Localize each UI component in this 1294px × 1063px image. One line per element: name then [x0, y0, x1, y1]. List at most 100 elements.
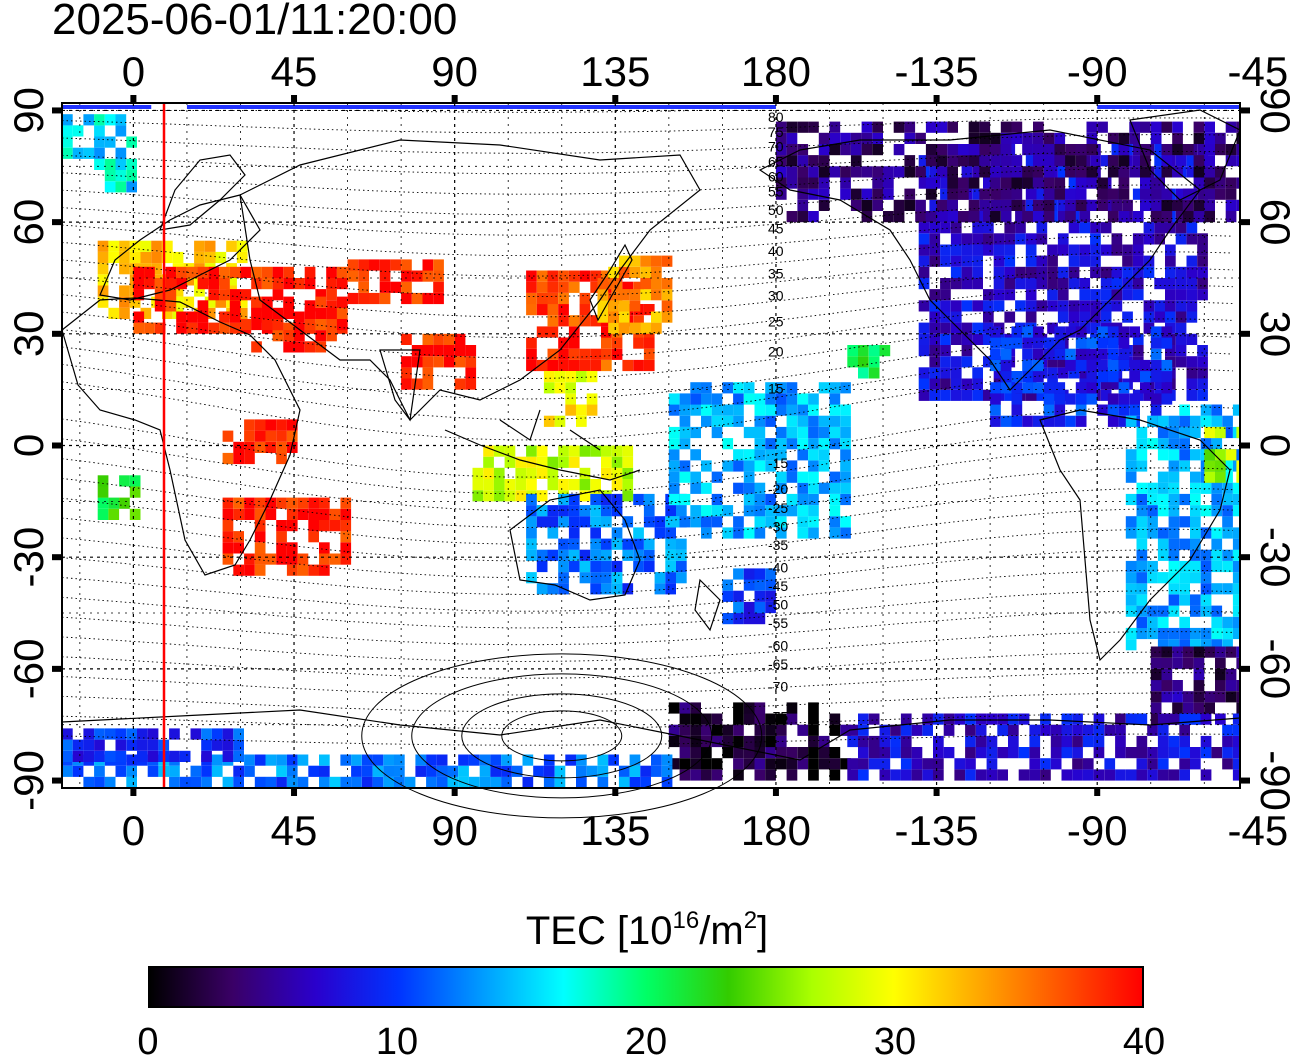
tec-cell	[1057, 233, 1069, 245]
coastlines	[61, 109, 1241, 761]
tec-cell	[1168, 493, 1180, 506]
x-label-bottom: 90	[431, 807, 478, 854]
tec-cell	[144, 266, 155, 278]
tec-cell	[515, 479, 527, 491]
tec-cell	[568, 527, 580, 539]
tec-cell	[1175, 333, 1187, 345]
tec-cell	[1143, 222, 1155, 234]
tec-cell	[62, 136, 73, 148]
tec-cell	[1072, 758, 1083, 770]
tec-cell	[1000, 359, 1012, 372]
tec-cell	[947, 211, 958, 223]
y-label-right: -60	[1252, 639, 1294, 700]
tec-cell	[1136, 747, 1148, 759]
tec-cell	[940, 356, 951, 368]
tec-cell	[1100, 300, 1112, 312]
tec-cell	[1161, 680, 1173, 692]
tec-cell	[1136, 505, 1148, 517]
tec-cell	[1157, 747, 1169, 759]
tec-cell	[690, 393, 701, 405]
contour-label: 35	[768, 265, 784, 281]
tec-cell	[1132, 333, 1144, 345]
colorbar-tick-label: 30	[873, 1021, 917, 1063]
tec-cell	[554, 415, 566, 427]
tec-cell	[1147, 516, 1158, 528]
tec-cell	[1215, 646, 1226, 658]
tec-cell	[72, 739, 84, 751]
tec-cell	[879, 735, 891, 748]
tec-cell	[1161, 393, 1173, 405]
tec-cell	[133, 266, 145, 278]
tec-cell	[1011, 415, 1023, 427]
tec-cell	[1068, 266, 1080, 278]
tec-cell	[197, 311, 209, 323]
tec-cell	[690, 735, 701, 748]
tec-cell	[786, 393, 798, 405]
tec-cell	[372, 754, 384, 766]
tec-cell	[1157, 538, 1169, 550]
tec-cell	[1236, 691, 1240, 703]
y-label-left: 90	[5, 87, 52, 134]
tec-cell	[1000, 199, 1012, 211]
tec-cell	[315, 341, 327, 353]
tec-cell	[590, 281, 601, 293]
tec-cell	[868, 367, 880, 379]
tec-cell	[1033, 121, 1044, 133]
tec-cell	[629, 255, 641, 267]
tec-cell	[829, 132, 841, 144]
y-label-right: 60	[1252, 199, 1294, 246]
tec-cell	[883, 211, 894, 223]
tec-cell	[1157, 724, 1169, 736]
tec-cell	[1033, 199, 1044, 211]
tec-cell	[1197, 356, 1208, 368]
tec-cell	[890, 747, 901, 759]
tec-cell	[1008, 735, 1019, 748]
tec-cell	[858, 747, 869, 759]
tec-cell	[1225, 188, 1237, 200]
tec-cell	[351, 776, 362, 788]
tec-cell	[711, 493, 723, 506]
tec-cell	[679, 438, 691, 450]
tec-cell	[94, 776, 105, 788]
tec-cell	[1129, 404, 1140, 416]
tec-cell	[558, 505, 569, 517]
tec-cell	[72, 750, 84, 762]
tec-region-6	[668, 702, 851, 781]
tec-cell	[1154, 144, 1165, 156]
tec-cell	[1118, 211, 1130, 223]
contour-line	[61, 167, 1233, 195]
tec-cell	[261, 278, 273, 290]
tec-cell	[1011, 188, 1023, 200]
tec-cell	[1168, 572, 1180, 584]
tec-cell	[786, 747, 798, 759]
tec-cell	[1025, 255, 1037, 267]
contour-label: -50	[768, 597, 788, 613]
tec-cell	[990, 188, 1001, 200]
tec-cell	[786, 769, 798, 781]
tec-cell	[925, 155, 937, 167]
tec-cell	[472, 467, 484, 479]
tec-cell	[1079, 211, 1091, 223]
tec-cell	[568, 315, 580, 327]
tec-cell	[547, 467, 559, 479]
tec-cell	[733, 613, 744, 625]
tec-cell	[633, 281, 644, 293]
tec-cell	[483, 445, 494, 457]
tec-cell	[1025, 278, 1037, 290]
tec-cell	[1072, 769, 1083, 781]
tec-cell	[140, 240, 152, 252]
tec-cell	[797, 758, 809, 770]
tec-cell	[983, 222, 994, 234]
tec-cell	[1000, 211, 1012, 223]
contour-label: -75	[768, 708, 788, 724]
tec-cell	[733, 735, 744, 748]
tec-cell	[711, 471, 723, 483]
tec-cell	[1193, 211, 1205, 223]
tec-cell	[690, 505, 701, 517]
tec-cell	[1072, 747, 1083, 759]
tec-cell	[829, 724, 841, 736]
tec-cell	[829, 482, 841, 494]
tec-cell	[679, 415, 691, 427]
tec-cell	[743, 471, 755, 483]
tec-cell	[272, 330, 284, 342]
